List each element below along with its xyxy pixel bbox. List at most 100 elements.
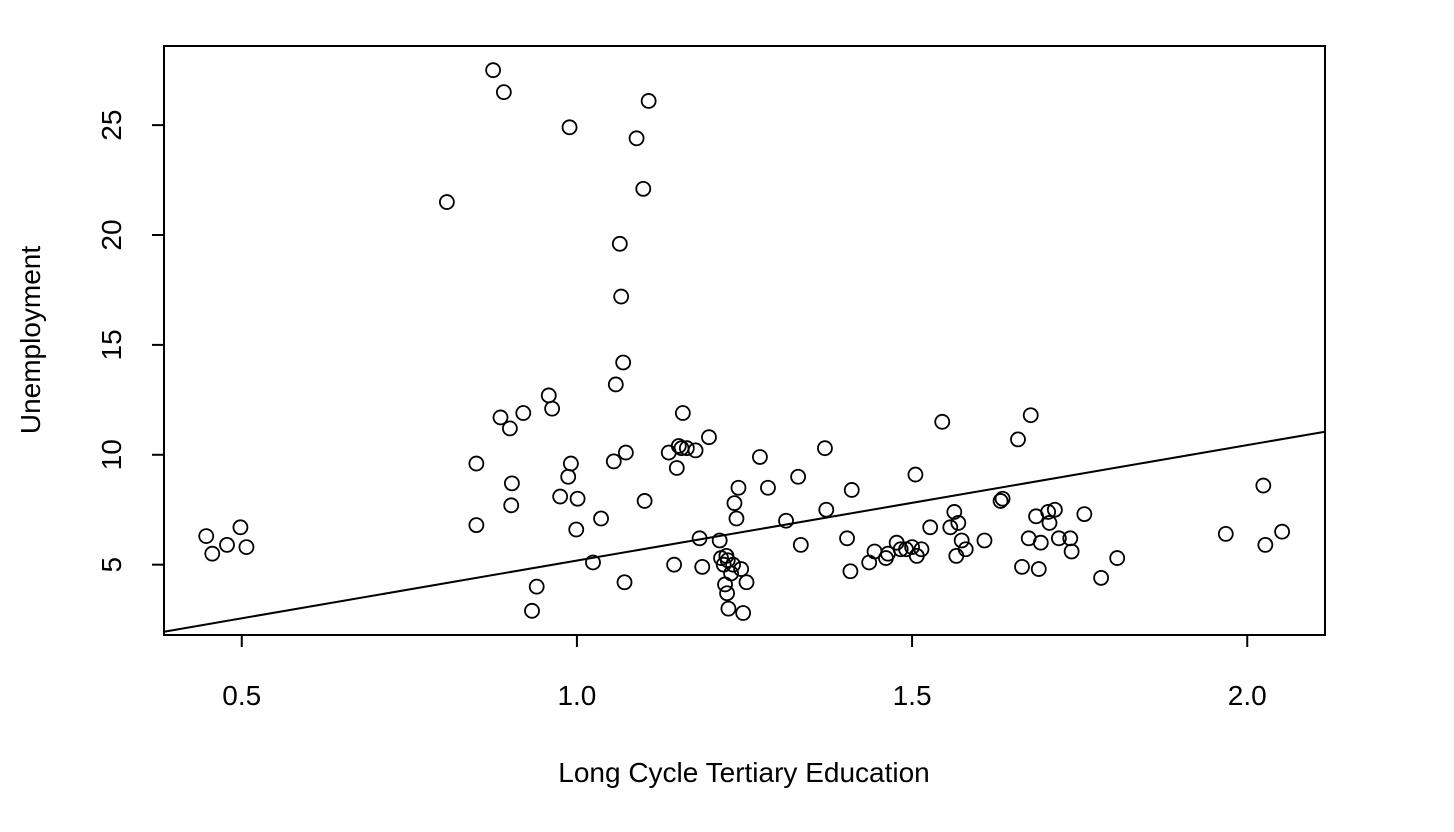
data-point <box>1010 431 1026 448</box>
data-point <box>735 605 752 621</box>
data-point <box>1032 534 1049 551</box>
data-point <box>615 354 632 371</box>
data-point <box>1041 515 1058 531</box>
data-point <box>892 541 909 558</box>
data-point <box>752 449 768 465</box>
data-point <box>843 482 860 498</box>
y-tick-label: 5 <box>96 557 127 573</box>
data-point <box>1274 523 1290 540</box>
data-point <box>635 180 652 197</box>
data-point <box>569 490 586 507</box>
data-point <box>720 600 737 617</box>
data-point <box>839 530 855 547</box>
data-point <box>524 602 540 619</box>
data-point <box>668 460 685 476</box>
data-point <box>948 547 965 564</box>
data-point <box>922 519 939 536</box>
data-point <box>691 530 708 547</box>
data-point <box>636 493 653 509</box>
data-point <box>818 501 835 518</box>
data-point <box>992 493 1009 509</box>
data-point <box>1109 550 1126 566</box>
data-point <box>568 521 585 538</box>
data-point <box>1076 506 1093 523</box>
data-point <box>674 405 691 421</box>
data-point <box>485 62 502 79</box>
data-point <box>1022 407 1039 424</box>
data-point <box>953 532 970 549</box>
data-point <box>232 519 249 536</box>
data-point <box>617 444 634 461</box>
data-point <box>678 440 695 457</box>
y-tick-label: 10 <box>96 439 127 470</box>
regression-line-group <box>163 430 1326 633</box>
data-point <box>613 288 630 305</box>
data-point <box>585 554 601 571</box>
data-point <box>817 440 833 457</box>
data-point <box>711 532 728 549</box>
data-point <box>792 536 809 553</box>
x-axis-title: Long Cycle Tertiary Education <box>558 757 929 788</box>
data-point <box>544 400 561 417</box>
data-point <box>976 532 993 549</box>
data-point <box>495 84 512 101</box>
data-point <box>528 578 545 595</box>
data-point <box>468 455 485 472</box>
y-axis-title: Unemployment <box>15 246 46 435</box>
data-point <box>1255 477 1272 494</box>
data-point <box>560 468 577 485</box>
y-tick-label: 25 <box>96 110 127 141</box>
data-point <box>728 510 745 527</box>
data-point <box>198 528 215 545</box>
data-point <box>670 438 687 454</box>
data-point <box>733 561 750 577</box>
y-axis: 5 10 15 20 25 <box>96 110 164 573</box>
data-point <box>1050 530 1067 547</box>
data-point <box>738 574 755 591</box>
data-points <box>198 62 1290 621</box>
data-point <box>694 558 711 575</box>
data-point <box>616 574 633 591</box>
data-point <box>946 504 963 520</box>
data-point <box>719 585 735 602</box>
data-point <box>725 556 742 573</box>
plot-frame <box>163 45 1326 636</box>
y-tick-label: 20 <box>96 219 127 250</box>
data-point <box>515 405 532 421</box>
data-point <box>1040 504 1057 520</box>
data-point <box>957 541 974 558</box>
data-point <box>942 519 959 536</box>
data-point <box>1063 543 1080 560</box>
data-point <box>934 413 951 430</box>
data-point <box>503 475 520 492</box>
data-point <box>503 497 520 514</box>
data-point <box>607 376 624 393</box>
data-point <box>790 468 807 485</box>
data-point <box>1046 501 1063 518</box>
data-point <box>540 387 557 404</box>
data-point <box>1217 526 1234 542</box>
data-point <box>468 517 485 534</box>
data-point <box>842 563 859 580</box>
data-point <box>238 539 255 555</box>
data-point <box>723 565 739 582</box>
data-point <box>438 194 455 210</box>
data-point <box>552 488 569 505</box>
data-point <box>666 556 683 573</box>
x-axis: 0.5 1.0 1.5 2.0 <box>222 635 1267 711</box>
data-point <box>640 93 657 109</box>
data-point <box>687 442 704 459</box>
data-point <box>950 515 967 531</box>
data-point <box>726 495 743 512</box>
data-point <box>701 429 717 446</box>
data-point <box>628 130 645 147</box>
data-point <box>994 490 1011 507</box>
data-point <box>1257 536 1274 553</box>
data-point <box>778 512 794 529</box>
regression-line <box>163 430 1326 633</box>
x-tick-label: 2.0 <box>1228 680 1267 711</box>
data-point <box>1014 558 1030 575</box>
data-point <box>501 420 518 437</box>
data-point <box>760 479 776 496</box>
